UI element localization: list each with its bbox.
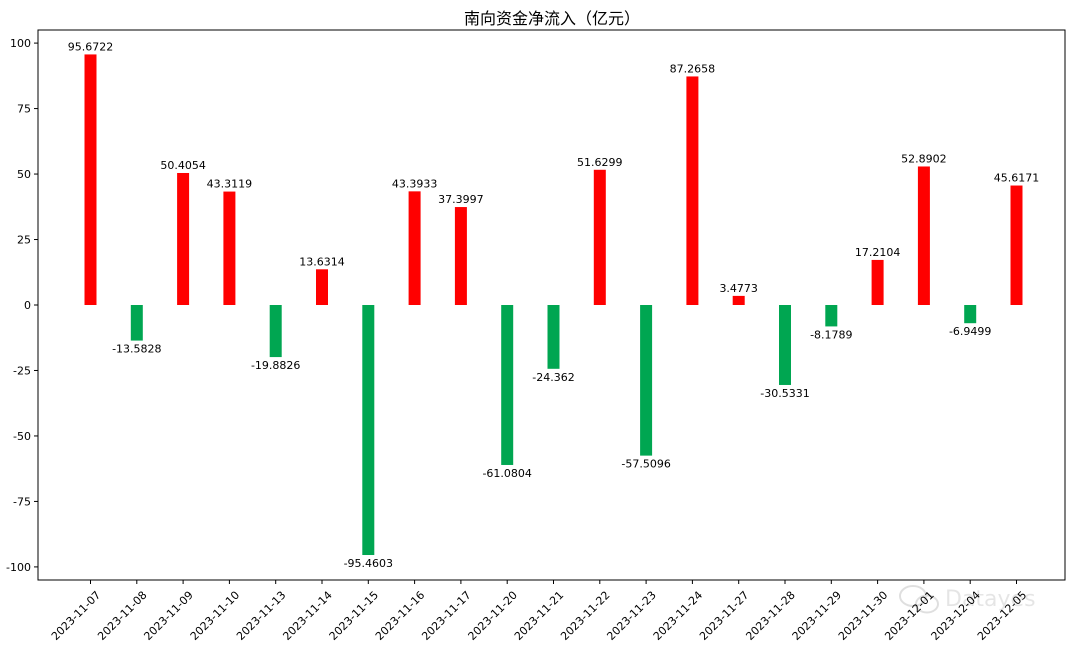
value-label: 37.3997 [438,193,484,206]
y-tick-label: 25 [17,234,31,247]
bar [501,305,514,465]
value-label: 13.6314 [299,255,345,268]
value-label: 17.2104 [855,246,901,259]
bar [732,295,745,305]
value-label: -19.8826 [251,359,300,372]
bar [316,269,328,305]
value-label: 50.4054 [160,159,206,172]
bar [362,305,375,556]
value-label: 95.6722 [68,40,114,53]
y-tick-label: 50 [17,168,31,181]
bar [964,305,977,324]
value-label: -30.5331 [760,387,809,400]
bar [779,305,791,385]
chart-title: 南向资金净流入（亿元） [464,9,640,28]
bar [130,305,143,341]
bar [686,76,699,305]
bar [547,305,560,369]
y-tick-label: -75 [13,495,31,508]
value-label: -95.4603 [344,557,393,570]
x-axis: 2023-11-072023-11-082023-11-092023-11-10… [49,580,1029,643]
bar [825,305,838,327]
watermark: Datayes [899,585,1036,614]
watermark-text: Datayes [945,587,1036,612]
bar [454,207,467,305]
bars-group [84,54,1023,556]
bar [1010,185,1023,305]
bar [593,169,606,305]
value-label: 43.3119 [207,178,253,191]
value-label: 51.6299 [577,156,623,169]
value-label: -8.1789 [810,328,852,341]
value-label: 43.3933 [392,177,438,190]
wechat-icon [899,585,939,614]
bar [223,191,236,305]
value-label: -24.362 [532,371,574,384]
y-tick-label: 75 [17,103,31,116]
y-axis: -100 -75 -50 -25 0 25 50 75 100 [6,37,38,574]
value-label: -6.9499 [949,325,991,338]
value-label: -61.0804 [482,467,531,480]
value-label: 3.4773 [719,282,758,295]
bar [269,305,282,358]
bar [84,54,97,306]
bar [408,191,421,305]
bar [640,305,653,456]
bar [871,259,884,305]
y-tick-label: 100 [10,37,31,50]
y-tick-label: 0 [24,299,31,312]
value-label: -57.5096 [621,458,670,471]
value-label: 45.6171 [994,172,1040,185]
y-tick-label: -25 [13,364,31,377]
bar [177,172,190,305]
y-tick-label: -100 [6,561,31,574]
value-label: -13.5828 [112,343,161,356]
value-label: 52.8902 [901,152,947,165]
value-label: 87.2658 [670,62,716,75]
bar [917,166,930,305]
y-tick-label: -50 [13,430,31,443]
